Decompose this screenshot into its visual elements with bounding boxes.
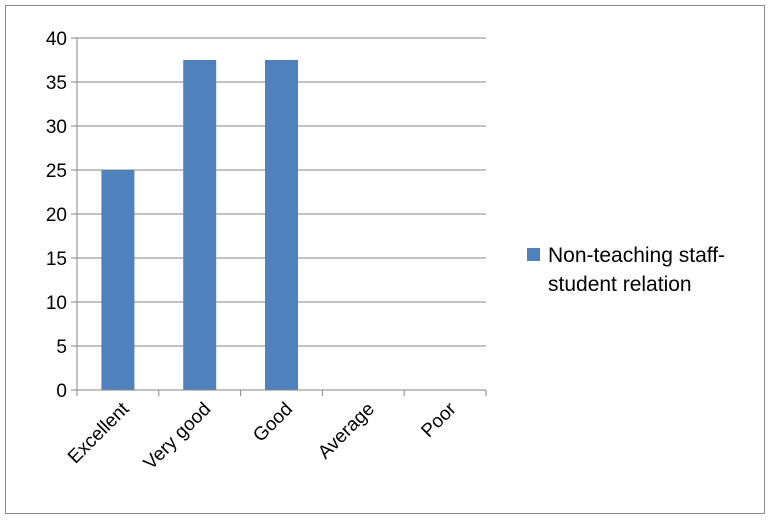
bar-excellent [101, 170, 135, 390]
y-tick-label: 35 [46, 73, 67, 94]
x-category-labels: Excellent Very good Good Average Poor [64, 398, 461, 474]
x-category-label: Very good [140, 399, 215, 474]
x-category-label: Good [249, 399, 297, 447]
bar-good [265, 60, 298, 390]
y-tick-label: 30 [46, 117, 67, 138]
axes [76, 38, 487, 396]
x-category-label: Excellent [64, 398, 134, 468]
legend-label-line-1: Non-teaching staff- [548, 244, 725, 267]
y-tick-label: 10 [46, 293, 67, 314]
bars [101, 60, 298, 390]
y-tick-label: 0 [56, 381, 67, 402]
y-tick-label: 5 [56, 337, 67, 358]
x-category-label: Poor [417, 398, 461, 442]
x-category-label: Average [314, 399, 379, 464]
bar-chart: 0 5 10 15 20 25 30 35 40 Excellent Very good Good A… [46, 29, 725, 474]
y-tick-label: 20 [46, 205, 67, 226]
legend-swatch [527, 248, 540, 261]
bar-very-good [183, 60, 217, 390]
y-tick-label: 25 [46, 161, 67, 182]
chart-frame: 0 5 10 15 20 25 30 35 40 Excellent Very good Good A… [5, 5, 765, 514]
y-tick-label: 40 [46, 29, 67, 50]
legend-label-line-2: student relation [548, 273, 692, 296]
legend: Non-teaching staff- student relation [527, 244, 725, 296]
y-tick-labels: 0 5 10 15 20 25 30 35 40 [46, 29, 67, 402]
y-tick-label: 15 [46, 249, 67, 270]
